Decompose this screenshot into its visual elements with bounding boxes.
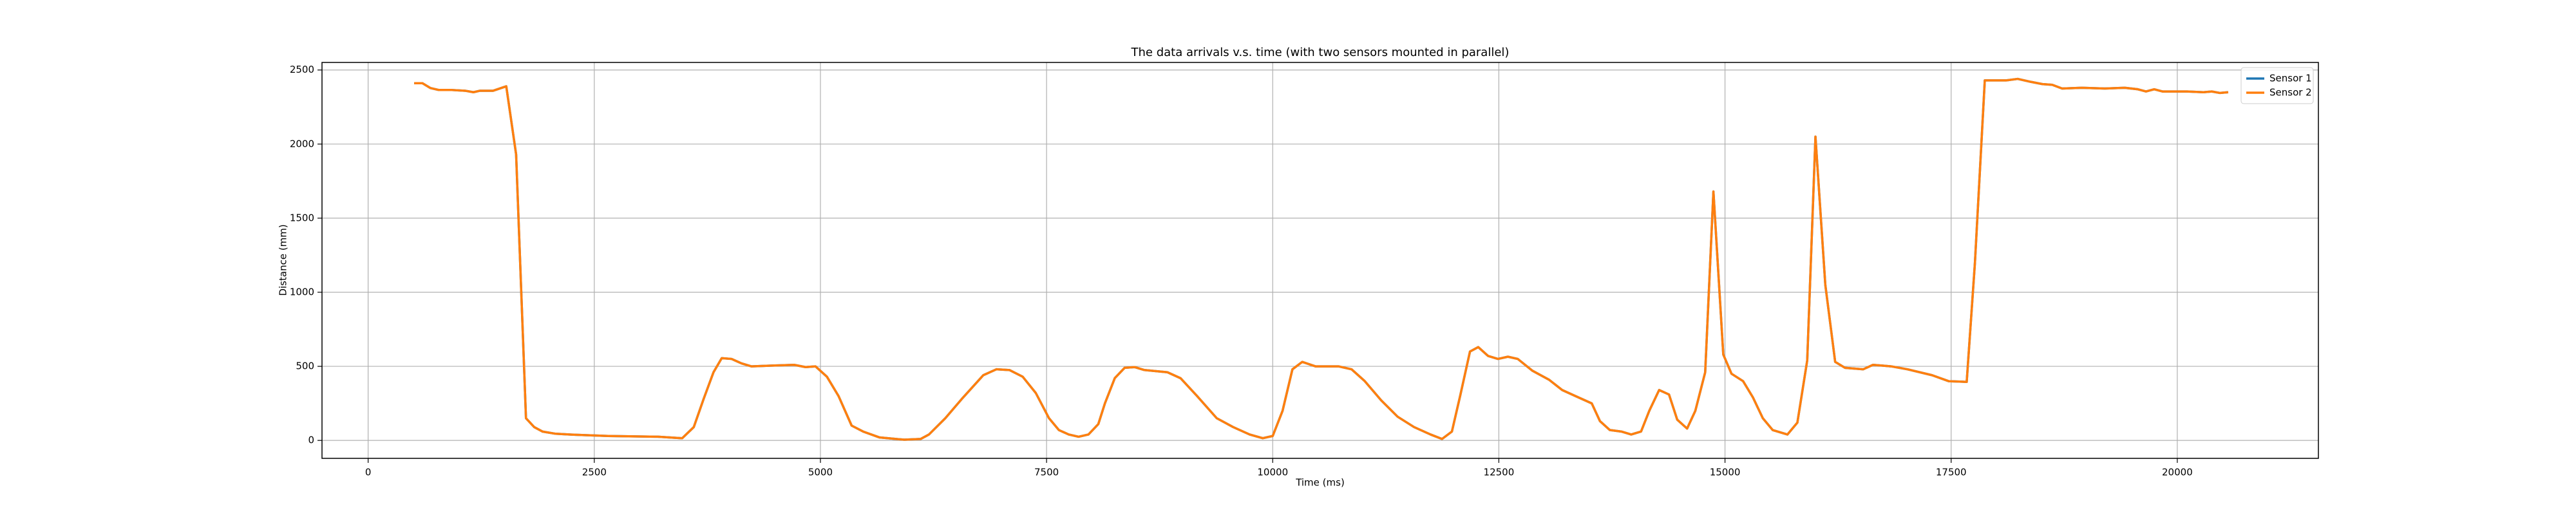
data-line xyxy=(414,77,2229,441)
y-tick-label: 2500 xyxy=(290,64,314,75)
x-tick-label: 20000 xyxy=(2162,467,2193,478)
x-tick-label: 7500 xyxy=(1034,467,1059,478)
x-tick-label: 12500 xyxy=(1484,467,1515,478)
y-axis-label: Distance (mm) xyxy=(278,224,289,295)
x-tick-label: 2500 xyxy=(582,467,607,478)
y-tick-label: 500 xyxy=(296,360,314,372)
legend-label: Sensor 1 xyxy=(2269,73,2312,84)
y-tick-label: 0 xyxy=(308,435,314,446)
x-tick-label: 15000 xyxy=(1710,467,1741,478)
x-tick-label: 5000 xyxy=(808,467,833,478)
x-tick-label: 0 xyxy=(365,467,372,478)
x-tick-label: 17500 xyxy=(1936,467,1967,478)
y-tick-label: 1500 xyxy=(290,212,314,223)
legend-box xyxy=(2240,67,2314,104)
legend-label: Sensor 2 xyxy=(2269,87,2312,98)
data-line xyxy=(414,77,2229,441)
y-tick-label: 1000 xyxy=(290,286,314,297)
chart-title: The data arrivals v.s. time (with two se… xyxy=(1131,46,1510,59)
x-tick-label: 10000 xyxy=(1257,467,1288,478)
x-axis-label: Time (ms) xyxy=(1295,477,1345,489)
y-tick-label: 2000 xyxy=(290,138,314,149)
plot-frame xyxy=(321,62,2319,459)
